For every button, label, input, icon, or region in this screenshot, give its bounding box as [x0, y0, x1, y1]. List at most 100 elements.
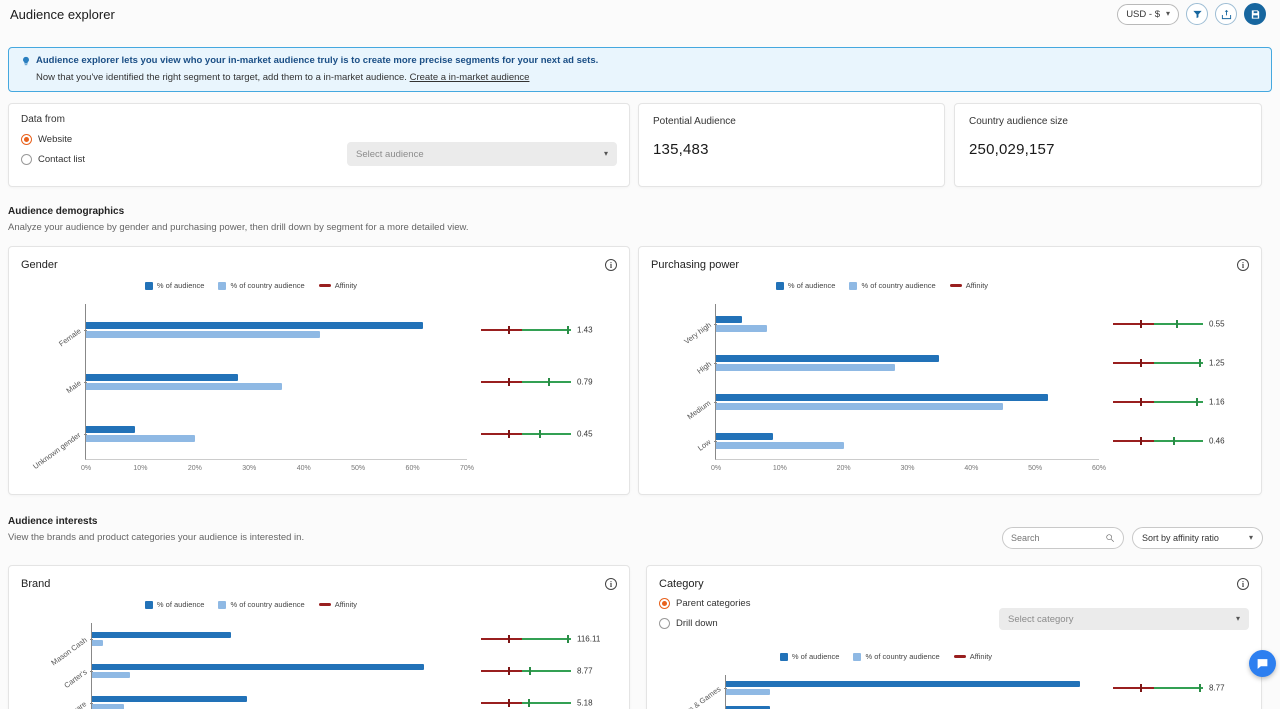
country-bar[interactable] [86, 331, 320, 338]
affinity-value: 5.18 [577, 699, 593, 708]
bar-row [92, 655, 467, 687]
country-audience-title: Country audience size [969, 116, 1247, 127]
affinity-bullet [1113, 435, 1203, 447]
audience-bar[interactable] [716, 355, 939, 362]
affinity-value: 0.46 [1209, 436, 1225, 445]
funnel-icon [1192, 9, 1203, 20]
category-select[interactable]: Select category ▾ [999, 608, 1249, 630]
banner-headline: Audience explorer lets you view who your… [21, 55, 1259, 66]
country-bar[interactable] [716, 325, 767, 332]
category-chart-title: Category [659, 578, 704, 590]
info-icon[interactable]: i [1237, 259, 1249, 271]
y-axis-tick [714, 363, 717, 364]
currency-select[interactable]: USD - $ ▾ [1117, 4, 1179, 25]
audience-bar[interactable] [726, 706, 770, 709]
y-axis-tick [84, 434, 87, 435]
x-axis-label: 40% [297, 465, 311, 472]
country-bar[interactable] [716, 442, 844, 449]
audience-swatch [776, 282, 784, 290]
affinity-value: 1.25 [1209, 358, 1225, 367]
potential-audience-card: Potential Audience 135,483 [638, 103, 945, 187]
audience-bar[interactable] [86, 374, 238, 381]
audience-bar[interactable] [92, 632, 231, 638]
radio-contact-list-control[interactable] [21, 154, 32, 165]
radio-drill-down-label: Drill down [676, 618, 718, 629]
audience-bar[interactable] [716, 316, 742, 323]
chat-button[interactable] [1249, 650, 1276, 677]
legend-audience: % of audience [776, 281, 836, 290]
y-axis-tick [90, 703, 93, 704]
bar-row [92, 687, 467, 709]
x-axis-label: 40% [964, 465, 978, 472]
interests-search[interactable] [1002, 527, 1124, 549]
banner-headline-text: Audience explorer lets you view who your… [36, 55, 598, 66]
gender-chart: FemaleMaleUnknown gender0%10%20%30%40%50… [21, 304, 617, 460]
save-button[interactable] [1244, 3, 1266, 25]
radio-website-control[interactable] [21, 134, 32, 145]
affinity-bullet [1113, 357, 1203, 369]
axis-category-label: Mason Cash [49, 635, 88, 667]
audience-bar[interactable] [92, 696, 247, 702]
info-icon[interactable]: i [605, 578, 617, 590]
info-icon[interactable]: i [1237, 578, 1249, 590]
filter-button[interactable] [1186, 3, 1208, 25]
chevron-down-icon: ▾ [1166, 10, 1170, 18]
audience-select[interactable]: Select audience ▾ [347, 142, 617, 166]
legend-country: % of country audience [218, 281, 304, 290]
country-bar[interactable] [716, 403, 1003, 410]
interests-section-subtitle: View the brands and product categories y… [8, 532, 304, 543]
country-bar[interactable] [86, 435, 195, 442]
chart-legend: % of audience % of country audience Affi… [21, 600, 481, 609]
radio-website-label: Website [38, 134, 72, 145]
x-axis-label: 70% [460, 465, 474, 472]
purchasing-power-card: Purchasing power i % of audience % of co… [638, 246, 1262, 495]
audience-bar[interactable] [86, 426, 135, 433]
affinity-swatch [954, 655, 966, 658]
purchasing-chart: Very highHighMediumLow0%10%20%30%40%50%6… [651, 304, 1249, 460]
x-axis-label: 0% [81, 465, 91, 472]
potential-audience-title: Potential Audience [653, 116, 930, 127]
audience-bar[interactable] [92, 664, 424, 670]
brand-chart: Mason CashCarter'sAce Hardware0%10%20%30… [21, 623, 617, 709]
create-audience-link[interactable]: Create a in-market audience [410, 72, 530, 83]
axis-category-label: Medium [686, 398, 713, 421]
x-axis-label: 10% [773, 465, 787, 472]
bar-row [726, 675, 1099, 700]
banner-subtext-body: Now that you've identified the right seg… [36, 72, 407, 83]
country-bar[interactable] [92, 640, 103, 646]
audience-bar[interactable] [716, 394, 1048, 401]
country-swatch [849, 282, 857, 290]
category-select-placeholder: Select category [1008, 614, 1073, 625]
sort-select[interactable]: Sort by affinity ratio ▾ [1132, 527, 1263, 549]
axis-category-label: Unknown gender [31, 430, 82, 471]
audience-bar[interactable] [726, 681, 1080, 687]
country-bar[interactable] [716, 364, 895, 371]
axis-category-label: Female [57, 326, 83, 348]
legend-affinity: Affinity [319, 281, 357, 290]
chart-legend: % of audience % of country audience Affi… [651, 281, 1113, 290]
affinity-bullet [481, 428, 571, 440]
radio-parent-categories-control[interactable] [659, 598, 670, 609]
affinity-value: 8.77 [577, 667, 593, 676]
country-bar[interactable] [86, 383, 282, 390]
country-bar[interactable] [726, 689, 770, 695]
audience-bar[interactable] [716, 433, 773, 440]
info-icon[interactable]: i [605, 259, 617, 271]
x-axis-label: 50% [351, 465, 365, 472]
x-axis-label: 20% [188, 465, 202, 472]
search-input[interactable] [1011, 533, 1105, 543]
affinity-bullet [1113, 318, 1203, 330]
bar-row [86, 304, 467, 356]
audience-bar[interactable] [86, 322, 423, 329]
data-from-card: Data from Website Contact list Select au… [8, 103, 630, 187]
country-bar[interactable] [92, 672, 130, 678]
country-audience-value: 250,029,157 [969, 141, 1247, 158]
radio-drill-down-control[interactable] [659, 618, 670, 629]
affinity-value: 1.16 [1209, 397, 1225, 406]
chat-icon [1256, 657, 1269, 670]
export-button[interactable] [1215, 3, 1237, 25]
axis-category-label: Male [64, 378, 82, 395]
country-bar[interactable] [92, 704, 124, 709]
country-swatch [218, 282, 226, 290]
legend-affinity: Affinity [950, 281, 988, 290]
